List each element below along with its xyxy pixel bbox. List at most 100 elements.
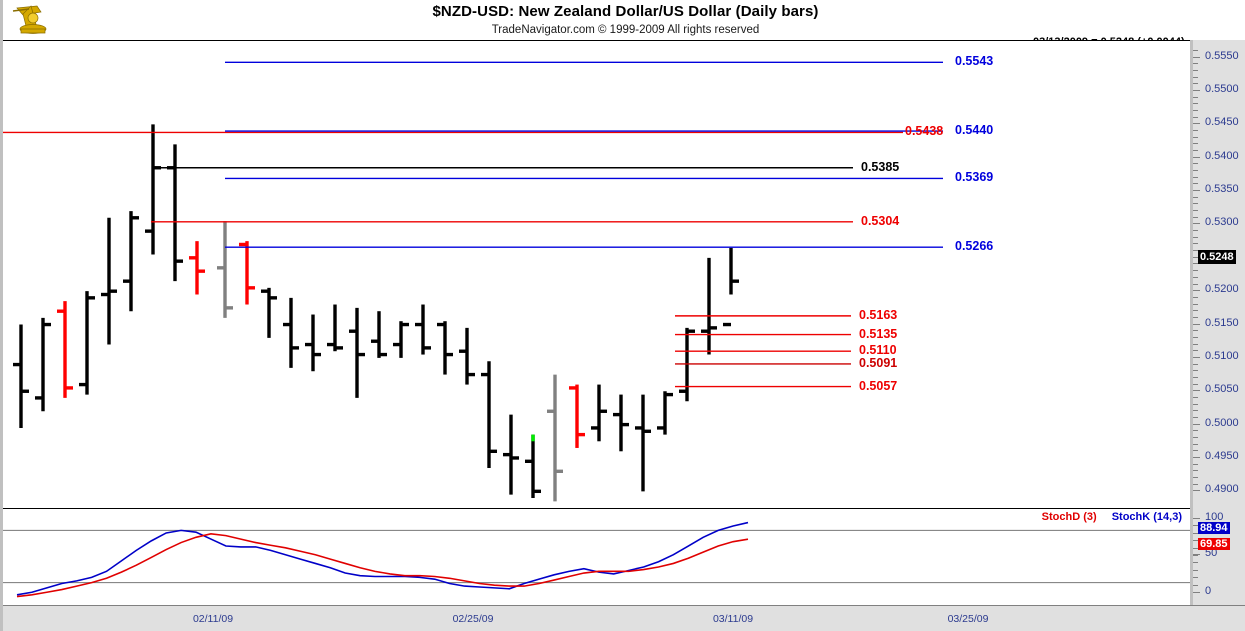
stoch-d-legend: StochD (3): [1041, 511, 1097, 523]
price-axis-minor-tick: [1193, 330, 1198, 332]
stochastic-value-tag: 88.94: [1198, 522, 1230, 534]
date-axis-label: 03/11/09: [712, 613, 754, 625]
price-axis-minor-tick: [1193, 90, 1198, 92]
price-axis-minor-tick: [1193, 276, 1198, 278]
stochastic-axis-minor-tick: [1193, 532, 1198, 534]
price-axis-minor-tick: [1193, 463, 1198, 465]
price-axis-minor-tick: [1193, 476, 1198, 478]
price-level-label: 0.5163: [859, 307, 898, 322]
price-axis-minor-tick: [1193, 456, 1198, 458]
stochastic-axis-minor-tick: [1193, 569, 1198, 571]
price-axis-label: 0.4950: [1205, 449, 1239, 462]
stochastic-legend: StochD (3) StochK (14,3): [1042, 511, 1182, 523]
ohlc-bar: [123, 211, 139, 312]
stochastic-axis-tick: [1193, 592, 1200, 593]
price-axis-minor-tick: [1193, 83, 1198, 85]
price-axis-minor-tick: [1193, 343, 1198, 345]
price-axis-label: 0.5400: [1205, 149, 1239, 162]
price-axis-label: 0.5550: [1205, 49, 1239, 62]
price-axis-minor-tick: [1193, 210, 1198, 212]
price-axis-minor-tick: [1193, 490, 1198, 492]
ohlc-bar: [437, 321, 453, 375]
price-level-label: 0.5385: [861, 159, 900, 174]
price-axis-minor-tick: [1193, 256, 1198, 258]
ohlc-bar: [101, 217, 117, 345]
price-axis-minor-tick: [1193, 143, 1198, 145]
price-level-label: 0.5110: [859, 343, 897, 358]
price-axis-minor-tick: [1193, 223, 1198, 225]
price-axis-minor-tick: [1193, 236, 1198, 238]
stochastic-axis-label: 50: [1205, 547, 1218, 559]
stochastic-axis-minor-tick: [1193, 555, 1198, 556]
price-axis-minor-tick: [1193, 56, 1198, 58]
ohlc-bar: [13, 324, 29, 428]
price-axis-label: 0.5350: [1205, 183, 1239, 196]
price-axis-minor-tick: [1193, 70, 1198, 72]
price-axis-minor-tick: [1193, 363, 1198, 365]
stochastic-axis-minor-tick: [1193, 540, 1198, 542]
price-axis-minor-tick: [1193, 403, 1198, 405]
ohlc-bar: [591, 384, 607, 442]
price-axis-minor-tick: [1193, 176, 1198, 178]
price-axis-minor-tick: [1193, 216, 1198, 218]
price-level-label: 0.5543: [955, 54, 994, 69]
ohlc-bar: [283, 297, 299, 368]
price-axis-minor-tick: [1193, 130, 1198, 132]
ohlc-bar: [635, 394, 651, 492]
stochastic-axis-tick: [1193, 518, 1200, 519]
stochastic-value-tag: 69.85: [1198, 538, 1230, 550]
price-axis-minor-tick: [1193, 270, 1198, 272]
ohlc-bar: [525, 434, 541, 498]
ohlc-bar: [167, 144, 183, 282]
price-axis-minor-tick: [1193, 263, 1198, 265]
price-axis-minor-tick: [1193, 436, 1198, 438]
price-axis-minor-tick: [1193, 450, 1198, 452]
price-axis-minor-tick: [1193, 150, 1198, 152]
date-axis-label: 03/25/09: [947, 613, 989, 625]
stochastic-line: [16, 521, 749, 596]
stochastic-pane[interactable]: StochD (3) StochK (14,3): [3, 508, 1190, 605]
price-axis-label: 0.5200: [1205, 283, 1239, 296]
price-axis-label: 0.5000: [1205, 416, 1239, 429]
ohlc-bar: [57, 301, 73, 398]
price-axis-minor-tick: [1193, 296, 1198, 298]
price-axis-label: 0.5050: [1205, 383, 1239, 396]
price-axis-minor-tick: [1193, 290, 1198, 292]
ohlc-bar: [569, 384, 585, 448]
date-axis-label: 02/25/09: [452, 613, 494, 625]
price-level-label: 0.5369: [955, 170, 994, 185]
price-axis-minor-tick: [1193, 156, 1198, 158]
stochastic-axis-label: 0: [1205, 585, 1212, 597]
stochastic-axis[interactable]: 100 50 0 88.94 69.85: [1190, 508, 1245, 605]
stochastic-axis-minor-tick: [1193, 584, 1198, 586]
date-axis[interactable]: 02/11/09 02/25/09 03/11/09 03/25/09: [3, 605, 1245, 631]
ohlc-bar: [305, 314, 321, 372]
price-axis-minor-tick: [1193, 396, 1198, 398]
price-chart-pane[interactable]: 0.5543 0.5438 0.5440 0.5385 0.5369 0.5304 0.52…: [3, 40, 1190, 542]
price-axis-minor-tick: [1193, 63, 1198, 65]
price-axis-minor-tick: [1193, 443, 1198, 445]
price-axis-minor-tick: [1193, 470, 1198, 472]
ohlc-bar: [349, 307, 365, 398]
price-axis-minor-tick: [1193, 430, 1198, 432]
price-axis-label: 0.5450: [1205, 116, 1239, 129]
price-axis[interactable]: 0.5550 0.5500 0.5450 0.5400 0.5350 0.5300 0.52…: [1190, 40, 1245, 508]
sextant-icon: [12, 5, 47, 34]
ohlc-bar: [657, 391, 673, 435]
price-axis-minor-tick: [1193, 103, 1198, 105]
price-level-label: 0.5304: [861, 213, 900, 228]
price-axis-minor-tick: [1193, 423, 1198, 425]
ohlc-bar: [35, 317, 51, 412]
price-axis-minor-tick: [1193, 390, 1198, 392]
price-axis-label: 0.4900: [1205, 483, 1239, 496]
price-axis-minor-tick: [1193, 123, 1198, 125]
ohlc-bar: [239, 241, 255, 305]
price-axis-minor-tick: [1193, 383, 1198, 385]
price-axis-minor-tick: [1193, 336, 1198, 338]
price-axis-minor-tick: [1193, 303, 1198, 305]
price-axis-minor-tick: [1193, 136, 1198, 138]
price-axis-minor-tick: [1193, 310, 1198, 312]
price-axis-minor-tick: [1193, 410, 1198, 412]
price-axis-label: 0.5300: [1205, 216, 1239, 229]
ohlc-bar: [723, 247, 739, 327]
